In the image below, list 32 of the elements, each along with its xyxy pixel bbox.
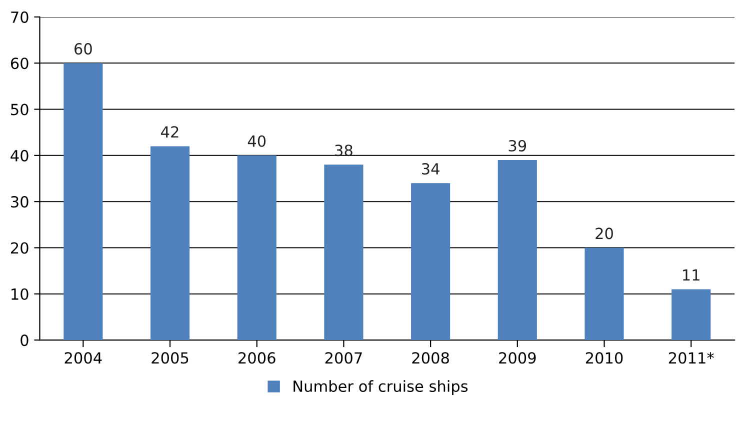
x-tick-label: 2004	[64, 352, 102, 364]
legend-label: Number of cruise ships	[294, 380, 468, 395]
bar	[584, 248, 624, 340]
y-tick-label: 60	[10, 58, 28, 70]
data-label: 34	[422, 163, 440, 175]
y-tick-label: 20	[11, 242, 28, 254]
bar	[672, 289, 711, 340]
y-tick-label: 10	[12, 288, 28, 300]
x-tick-label: 2010	[586, 352, 623, 364]
data-label: 42	[161, 126, 178, 138]
bar	[237, 155, 276, 340]
bar	[498, 160, 537, 340]
data-label: 60	[74, 43, 92, 55]
y-tick-label: 0	[20, 334, 28, 346]
data-label: 11	[683, 269, 700, 281]
x-tick-label: 2006	[238, 352, 276, 364]
x-tick-label: 2005	[152, 352, 188, 364]
x-tick-label: 2009	[499, 352, 536, 364]
data-label: 40	[248, 135, 266, 147]
y-tick-label: 70	[11, 11, 28, 23]
data-label: 39	[508, 140, 526, 152]
bar	[411, 183, 450, 340]
x-tick-label: 2007	[325, 352, 362, 364]
data-label: 20	[596, 228, 613, 240]
y-tick-label: 30	[11, 196, 28, 208]
y-tick-label: 50	[11, 104, 28, 116]
x-tick-label: 2008	[412, 352, 449, 364]
x-tick-label: 2011*	[668, 352, 714, 364]
bar	[150, 146, 190, 340]
y-tick-label: 40	[10, 150, 28, 162]
bar	[64, 63, 103, 340]
bar	[324, 164, 364, 340]
